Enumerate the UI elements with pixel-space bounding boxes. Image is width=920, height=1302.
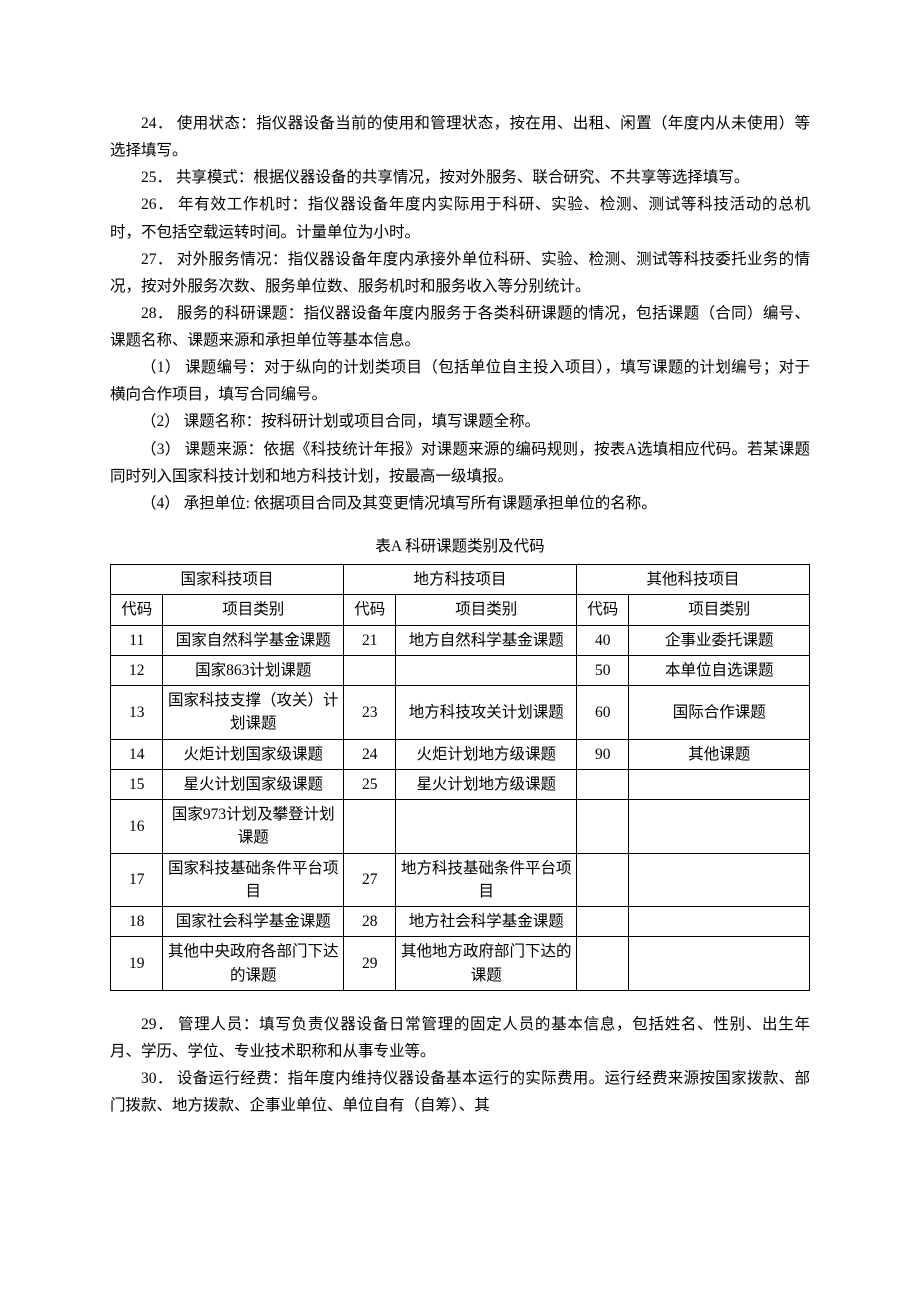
table-header-row-groups: 国家科技项目 地方科技项目 其他科技项目 bbox=[111, 565, 810, 595]
item-30: 30． 设备运行经费：指年度内维持仪器设备基本运行的实际费用。运行经费来源按国家… bbox=[110, 1065, 810, 1119]
cell-name: 地方社会科学基金课题 bbox=[396, 907, 577, 937]
cell-name: 国际合作课题 bbox=[629, 686, 810, 740]
cell-name bbox=[629, 907, 810, 937]
cell-code bbox=[343, 800, 395, 854]
item-28-sub3: （3） 课题来源：依据《科技统计年报》对课题来源的编码规则，按表A选填相应代码。… bbox=[110, 436, 810, 490]
cell-name: 国家科技支撑（攻关）计划课题 bbox=[163, 686, 344, 740]
header-code-2: 代码 bbox=[343, 595, 395, 625]
cell-name bbox=[629, 853, 810, 907]
cell-code: 60 bbox=[576, 686, 628, 740]
table-row: 14 火炬计划国家级课题 24 火炬计划地方级课题 90 其他课题 bbox=[111, 739, 810, 769]
table-caption: 表A 科研课题类别及代码 bbox=[110, 533, 810, 560]
table-row: 16 国家973计划及攀登计划课题 bbox=[111, 800, 810, 854]
cell-code: 40 bbox=[576, 625, 628, 655]
cell-code: 14 bbox=[111, 739, 163, 769]
item-29: 29． 管理人员：填写负责仪器设备日常管理的固定人员的基本信息，包括姓名、性别、… bbox=[110, 1011, 810, 1065]
cell-code: 24 bbox=[343, 739, 395, 769]
cell-name: 国家973计划及攀登计划课题 bbox=[163, 800, 344, 854]
cell-code: 50 bbox=[576, 655, 628, 685]
cell-code bbox=[576, 769, 628, 799]
cell-code: 25 bbox=[343, 769, 395, 799]
cell-name: 其他课题 bbox=[629, 739, 810, 769]
cell-code: 13 bbox=[111, 686, 163, 740]
cell-name: 地方自然科学基金课题 bbox=[396, 625, 577, 655]
header-code-1: 代码 bbox=[111, 595, 163, 625]
cell-code: 29 bbox=[343, 937, 395, 991]
cell-code: 90 bbox=[576, 739, 628, 769]
cell-code: 15 bbox=[111, 769, 163, 799]
item-28-sub4: （4） 承担单位: 依据项目合同及其变更情况填写所有课题承担单位的名称。 bbox=[110, 490, 810, 517]
item-28: 28． 服务的科研课题：指仪器设备年度内服务于各类科研课题的情况，包括课题（合同… bbox=[110, 300, 810, 354]
cell-name: 其他地方政府部门下达的课题 bbox=[396, 937, 577, 991]
header-group-national: 国家科技项目 bbox=[111, 565, 344, 595]
table-row: 13 国家科技支撑（攻关）计划课题 23 地方科技攻关计划课题 60 国际合作课… bbox=[111, 686, 810, 740]
header-group-other: 其他科技项目 bbox=[576, 565, 809, 595]
cell-code bbox=[576, 937, 628, 991]
cell-name: 国家863计划课题 bbox=[163, 655, 344, 685]
cell-name bbox=[629, 769, 810, 799]
item-28-sub2: （2） 课题名称：按科研计划或项目合同，填写课题全称。 bbox=[110, 408, 810, 435]
table-row: 17 国家科技基础条件平台项目 27 地方科技基础条件平台项目 bbox=[111, 853, 810, 907]
cell-name: 本单位自选课题 bbox=[629, 655, 810, 685]
cell-name: 火炬计划国家级课题 bbox=[163, 739, 344, 769]
table-row: 18 国家社会科学基金课题 28 地方社会科学基金课题 bbox=[111, 907, 810, 937]
cell-name: 星火计划国家级课题 bbox=[163, 769, 344, 799]
cell-code: 28 bbox=[343, 907, 395, 937]
cell-code bbox=[576, 853, 628, 907]
cell-name: 国家社会科学基金课题 bbox=[163, 907, 344, 937]
header-cat-1: 项目类别 bbox=[163, 595, 344, 625]
cell-name: 其他中央政府各部门下达的课题 bbox=[163, 937, 344, 991]
cell-name bbox=[396, 655, 577, 685]
header-code-3: 代码 bbox=[576, 595, 628, 625]
table-row: 19 其他中央政府各部门下达的课题 29 其他地方政府部门下达的课题 bbox=[111, 937, 810, 991]
header-cat-3: 项目类别 bbox=[629, 595, 810, 625]
cell-name: 国家自然科学基金课题 bbox=[163, 625, 344, 655]
cell-name: 国家科技基础条件平台项目 bbox=[163, 853, 344, 907]
table-row: 11 国家自然科学基金课题 21 地方自然科学基金课题 40 企事业委托课题 bbox=[111, 625, 810, 655]
cell-code bbox=[576, 907, 628, 937]
cell-name: 地方科技攻关计划课题 bbox=[396, 686, 577, 740]
cell-name bbox=[629, 800, 810, 854]
cell-code: 23 bbox=[343, 686, 395, 740]
cell-code bbox=[343, 655, 395, 685]
item-24: 24． 使用状态：指仪器设备当前的使用和管理状态，按在用、出租、闲置（年度内从未… bbox=[110, 110, 810, 164]
cell-name: 地方科技基础条件平台项目 bbox=[396, 853, 577, 907]
cell-name bbox=[629, 937, 810, 991]
cell-code bbox=[576, 800, 628, 854]
item-28-sub1: （1） 课题编号：对于纵向的计划类项目（包括单位自主投入项目），填写课题的计划编… bbox=[110, 354, 810, 408]
cell-name bbox=[396, 800, 577, 854]
table-row: 15 星火计划国家级课题 25 星火计划地方级课题 bbox=[111, 769, 810, 799]
cell-code: 18 bbox=[111, 907, 163, 937]
table-body: 11 国家自然科学基金课题 21 地方自然科学基金课题 40 企事业委托课题 1… bbox=[111, 625, 810, 990]
cell-code: 12 bbox=[111, 655, 163, 685]
project-codes-table: 国家科技项目 地方科技项目 其他科技项目 代码 项目类别 代码 项目类别 代码 … bbox=[110, 564, 810, 991]
cell-code: 27 bbox=[343, 853, 395, 907]
header-group-local: 地方科技项目 bbox=[343, 565, 576, 595]
item-27: 27． 对外服务情况：指仪器设备年度内承接外单位科研、实验、检测、测试等科技委托… bbox=[110, 246, 810, 300]
cell-code: 19 bbox=[111, 937, 163, 991]
cell-code: 11 bbox=[111, 625, 163, 655]
table-header-row-sub: 代码 项目类别 代码 项目类别 代码 项目类别 bbox=[111, 595, 810, 625]
table-row: 12 国家863计划课题 50 本单位自选课题 bbox=[111, 655, 810, 685]
item-26: 26． 年有效工作机时：指仪器设备年度内实际用于科研、实验、检测、测试等科技活动… bbox=[110, 191, 810, 245]
cell-code: 17 bbox=[111, 853, 163, 907]
item-25: 25． 共享模式：根据仪器设备的共享情况，按对外服务、联合研究、不共享等选择填写… bbox=[110, 164, 810, 191]
cell-code: 16 bbox=[111, 800, 163, 854]
header-cat-2: 项目类别 bbox=[396, 595, 577, 625]
cell-name: 企事业委托课题 bbox=[629, 625, 810, 655]
cell-code: 21 bbox=[343, 625, 395, 655]
cell-name: 火炬计划地方级课题 bbox=[396, 739, 577, 769]
cell-name: 星火计划地方级课题 bbox=[396, 769, 577, 799]
